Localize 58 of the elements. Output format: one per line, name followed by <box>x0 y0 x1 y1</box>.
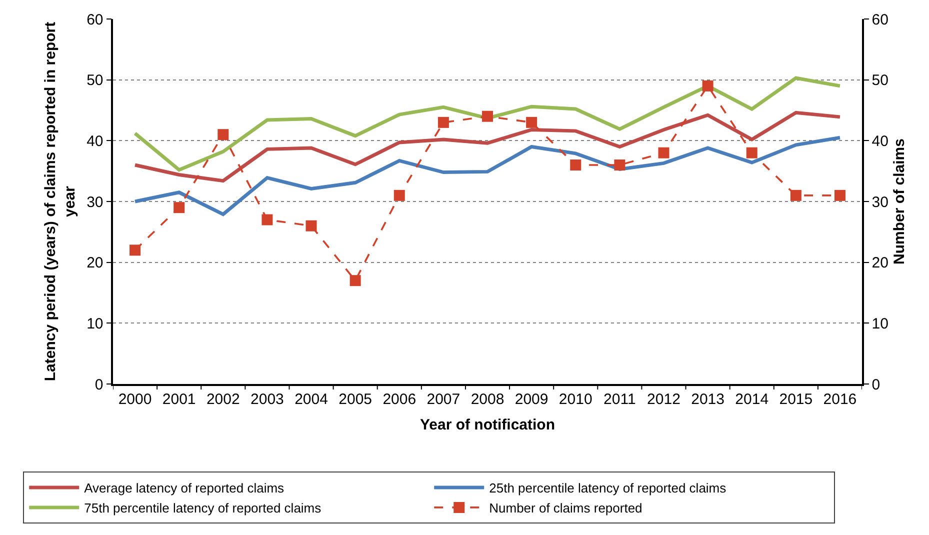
y2-tick-label: 30 <box>872 194 888 211</box>
y-tick-label: 50 <box>86 72 104 90</box>
point <box>570 160 582 170</box>
y-tick-label: 60 <box>86 11 104 28</box>
x-tick-label: 2010 <box>558 390 592 408</box>
y2-tick-label: 10 <box>872 315 888 332</box>
point <box>218 129 229 140</box>
x-axis-title: Year of notification <box>420 416 556 434</box>
point <box>394 190 405 201</box>
x-tick-label: 2014 <box>735 390 769 408</box>
x-tick-label: 2003 <box>250 390 284 408</box>
point <box>174 202 185 214</box>
y-tick-label: 20 <box>86 254 104 272</box>
point <box>306 220 317 232</box>
y-tick-label: 30 <box>86 194 104 211</box>
point <box>438 116 449 128</box>
y-tick-label: 40 <box>86 132 104 150</box>
x-tick-label: 2013 <box>691 390 724 408</box>
x-tick-label: 2000 <box>118 390 152 408</box>
y2-tick-label: 0 <box>872 376 880 394</box>
point <box>614 160 626 170</box>
line-series <box>133 76 842 172</box>
point <box>350 275 361 286</box>
legend-label: 75th percentile latency of reported claims <box>84 500 322 516</box>
x-tick-label: 2015 <box>779 390 813 408</box>
point <box>130 244 141 256</box>
y-tick-label: 10 <box>86 315 104 332</box>
x-tick-label: 2001 <box>162 390 196 408</box>
y-axis-title: Latency period (years) of claims reported in report year <box>42 22 78 382</box>
point <box>262 214 273 226</box>
point <box>482 110 493 122</box>
point <box>790 190 802 201</box>
point <box>702 80 714 92</box>
x-tick-label: 2009 <box>514 390 548 408</box>
legend-label: Number of claims reported <box>489 500 642 516</box>
point <box>746 147 758 158</box>
y-tick-label: 0 <box>94 376 104 394</box>
y2-tick-label: 40 <box>872 132 888 150</box>
x-tick-label: 2011 <box>604 390 636 408</box>
x-tick-label: 2006 <box>382 390 416 408</box>
y2-axis-title: Number of claims <box>890 138 908 264</box>
line-series <box>133 110 842 183</box>
x-tick-label: 2008 <box>470 390 504 408</box>
legend-label: 25th percentile latency of reported claims <box>489 480 727 496</box>
x-tick-label: 2005 <box>338 390 372 408</box>
x-tick-label: 2007 <box>426 390 460 408</box>
x-tick-label: 2012 <box>647 390 680 408</box>
point <box>658 147 670 158</box>
y2-tick-label: 20 <box>872 254 888 272</box>
y2-tick-label: 60 <box>872 11 888 28</box>
legend-label: Average latency of reported claims <box>84 480 285 496</box>
x-tick-label: 2004 <box>294 390 328 408</box>
x-tick-label: 2002 <box>206 390 240 408</box>
point <box>834 190 846 201</box>
line-series <box>133 136 842 216</box>
point <box>526 116 538 128</box>
y2-tick-label: 50 <box>872 72 888 90</box>
x-tick-label: 2016 <box>823 390 857 408</box>
